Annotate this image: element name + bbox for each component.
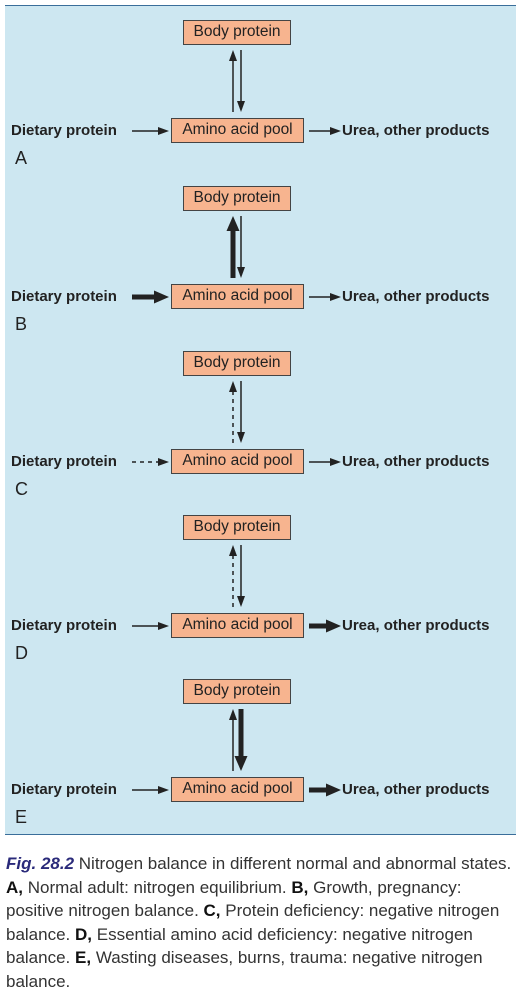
panel-c: Body protein Amino acid pool Dietary pro… (5, 337, 516, 502)
caption-text-a: Normal adult: nitrogen equilibrium. (28, 878, 287, 897)
dietary-intake-arrow (132, 622, 169, 630)
panel-e: Body protein Amino acid pool Dietary pro… (5, 665, 516, 830)
body-protein-arrow-up (229, 381, 237, 443)
flow-arrows (5, 172, 516, 337)
body-protein-arrow-up (229, 545, 237, 607)
figure-label: Fig. 28.2 (6, 854, 74, 873)
urea-excretion-arrow (309, 620, 341, 633)
urea-excretion-arrow (309, 458, 341, 466)
body-protein-arrow-up (229, 709, 237, 771)
panel-d: Body protein Amino acid pool Dietary pro… (5, 501, 516, 666)
dietary-intake-arrow (132, 786, 169, 794)
nitrogen-balance-diagram: Body protein Amino acid pool Dietary pro… (5, 5, 516, 835)
caption-letter-b: B, (291, 878, 308, 897)
flow-arrows (5, 6, 516, 171)
body-protein-arrow-down (237, 381, 245, 443)
body-protein-arrow-up (227, 216, 240, 278)
dietary-intake-arrow (132, 127, 169, 135)
caption-intro: Nitrogen balance in different normal and… (79, 854, 512, 873)
body-protein-arrow-down (237, 216, 245, 278)
caption-letter-a: A, (6, 878, 23, 897)
urea-excretion-arrow (309, 293, 341, 301)
flow-arrows (5, 501, 516, 666)
figure-caption: Fig. 28.2 Nitrogen balance in different … (6, 852, 518, 993)
dietary-intake-arrow (132, 458, 169, 466)
urea-excretion-arrow (309, 127, 341, 135)
dietary-intake-arrow (132, 291, 169, 304)
caption-letter-d: D, (75, 925, 92, 944)
urea-excretion-arrow (309, 784, 341, 797)
panel-a: Body protein Amino acid pool Dietary pro… (5, 6, 516, 171)
body-protein-arrow-up (229, 50, 237, 112)
caption-letter-c: C, (204, 901, 221, 920)
caption-letter-e: E, (75, 948, 91, 967)
body-protein-arrow-down (235, 709, 248, 771)
body-protein-arrow-down (237, 50, 245, 112)
flow-arrows (5, 337, 516, 502)
flow-arrows (5, 665, 516, 830)
body-protein-arrow-down (237, 545, 245, 607)
panel-b: Body protein Amino acid pool Dietary pro… (5, 172, 516, 337)
